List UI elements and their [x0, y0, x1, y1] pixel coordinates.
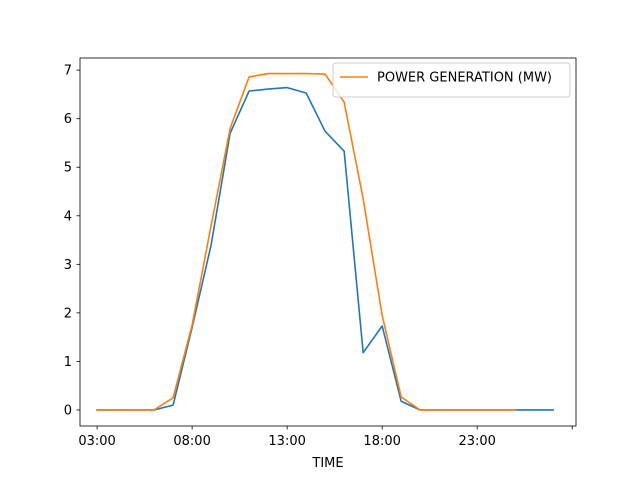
y-tick-label: 5 [64, 161, 72, 176]
y-tick-label: 7 [64, 64, 72, 79]
axes-layer: 03:00 08:00 13:00 18:00 23:00 0 1 2 3 4 5 6 7 [64, 57, 577, 449]
series-2 [96, 72, 516, 411]
y-tick-label: 2 [64, 306, 72, 321]
series-layer [96, 72, 554, 411]
legend-label: POWER GENERATION (MW) [377, 71, 552, 86]
plot-frame [79, 57, 577, 427]
legend-box [332, 62, 571, 98]
y-tick-label: 4 [64, 209, 72, 224]
y-tick-label: 1 [64, 355, 72, 370]
x-tick-label: 23:00 [458, 434, 495, 449]
x-tick-label: 13:00 [268, 434, 305, 449]
x-tick-label: 08:00 [173, 434, 210, 449]
series-2-line [96, 72, 516, 411]
y-tick-label: 0 [64, 403, 72, 418]
x-axis-label: TIME [311, 456, 343, 471]
x-tick-label: 03:00 [78, 434, 115, 449]
y-tick-label: 6 [64, 112, 72, 127]
x-tick-label: 18:00 [363, 434, 400, 449]
legend: POWER GENERATION (MW) [332, 62, 571, 98]
y-tick-label: 3 [64, 258, 72, 273]
